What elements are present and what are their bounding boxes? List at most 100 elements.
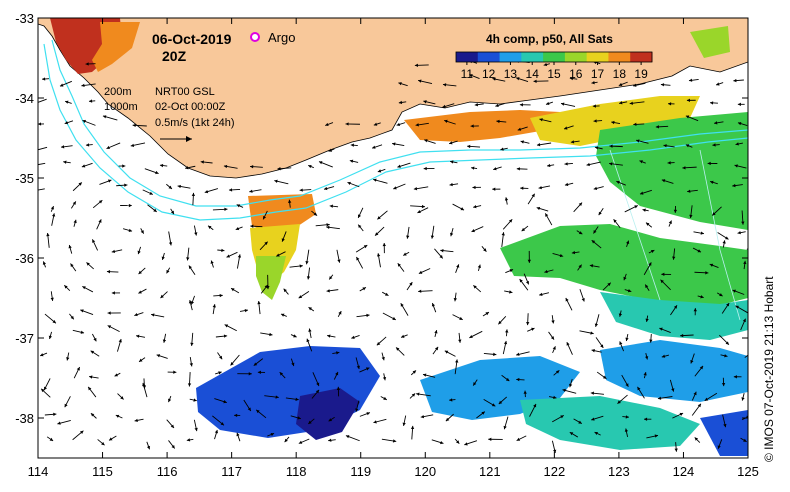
current-vector-head [162,339,167,343]
current-vector-head [617,400,621,404]
current-vector-head [44,386,48,391]
current-vector-head [214,429,219,434]
colorbar-tick-label: 15 [547,67,561,81]
current-vector-head [40,353,44,357]
current-vector-head [633,122,637,127]
current-vector-head [473,382,477,386]
current-vector-head [177,184,181,189]
current-vector-head [590,331,594,335]
current-vector-head [471,229,475,233]
current-vector-head [171,445,175,449]
current-vector-head [732,289,736,293]
current-vector-head [445,417,450,422]
current-vector-head [742,318,746,323]
current-vector-head [550,336,555,340]
current-vector-head [247,407,251,411]
current-vector-head [208,225,212,229]
current-vector-head [562,388,566,393]
current-vector-head [477,264,481,268]
current-vector-head [51,213,56,217]
current-vector-head [660,83,665,87]
current-vector-head [551,320,555,324]
current-vector-head [327,334,331,338]
current-vector-head [283,288,287,293]
colorbar-tick-label: 19 [634,67,648,81]
current-vector-head [519,103,523,107]
current-vector-head [412,370,417,374]
current-vector-head [693,308,697,312]
current-vector-head [383,396,387,400]
current-vector-head [648,262,652,266]
sst-patch-green-east-top [690,26,730,58]
current-vector-head [493,352,497,356]
current-vector-head [607,282,611,287]
current-vector-head [430,235,435,239]
current-vector-head [308,420,312,424]
current-vector-head [546,101,550,106]
current-vector-head [660,279,664,284]
current-vector-head [440,440,444,445]
current-vector-head [398,82,402,86]
current-vector-head [193,398,197,402]
current-vector-head [649,339,653,343]
current-vector-head [237,254,242,258]
current-vector-head [137,250,141,255]
current-vector-head [679,412,684,416]
current-vector-head [329,276,333,280]
current-vector-head [111,291,115,295]
current-vector-head [539,292,543,296]
current-vector-head [571,250,576,255]
current-vector-head [593,186,598,191]
colorbar-tick-label: 11 [461,67,474,81]
current-vector-head [485,312,489,316]
current-vector-head [42,77,46,81]
current-vector-head [592,104,596,108]
current-vector-head [442,83,447,87]
current-vector-head [737,121,742,126]
current-vector-head [403,252,407,256]
current-vector-head [274,179,278,183]
current-vector-head [594,323,599,327]
current-vector-head [591,349,595,353]
current-vector-head [439,255,443,259]
current-vector-head [134,312,138,317]
colorbar-swatch [630,52,653,62]
current-vector-head [645,222,650,226]
arrow-scale-label: 0.5m/s (1kt 24h) [155,117,235,129]
x-tick-label: 115 [92,464,113,479]
current-vectors [38,59,748,454]
current-vector-head [618,82,623,87]
current-vector-head [244,308,248,313]
colorbar-swatch [499,52,522,62]
current-vector-head [326,289,330,293]
current-vector-head [128,203,132,208]
current-vector-head [72,201,76,205]
current-vector-head [725,236,729,240]
current-vector-head [737,231,741,235]
current-vector-head [355,408,359,412]
current-vector-head [668,102,672,106]
current-vector-head [521,227,526,232]
current-vector-head [564,182,569,187]
current-vector-head [591,417,595,421]
current-vector-head [687,189,691,193]
current-vector-head [200,160,204,164]
current-vector-head [626,240,630,245]
current-vector-head [298,440,303,444]
current-vector-head [146,445,151,450]
current-vector-head [467,144,471,149]
current-vector-head [539,118,543,122]
colorbar-tick-label: 13 [504,67,518,81]
current-vector-head [725,341,729,345]
current-vector-head [625,337,629,342]
current-vector-head [619,101,623,105]
current-vector-head [38,122,42,126]
current-vector-head [318,161,323,165]
current-vector-head [414,63,419,67]
current-vector-head [444,350,449,354]
current-vector-head [235,226,240,231]
current-vector-head [186,257,190,261]
current-vector-head [688,78,693,82]
current-vector-head [589,264,594,268]
current-vector-head [697,403,701,408]
